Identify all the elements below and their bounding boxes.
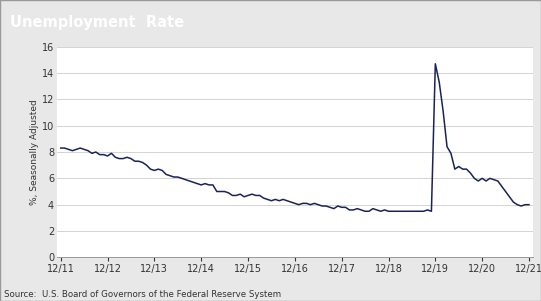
Text: Source:  U.S. Board of Governors of the Federal Reserve System: Source: U.S. Board of Governors of the F… (4, 290, 281, 299)
Y-axis label: %, Seasonally Adjusted: %, Seasonally Adjusted (30, 99, 39, 205)
Text: Unemployment  Rate: Unemployment Rate (10, 15, 184, 30)
